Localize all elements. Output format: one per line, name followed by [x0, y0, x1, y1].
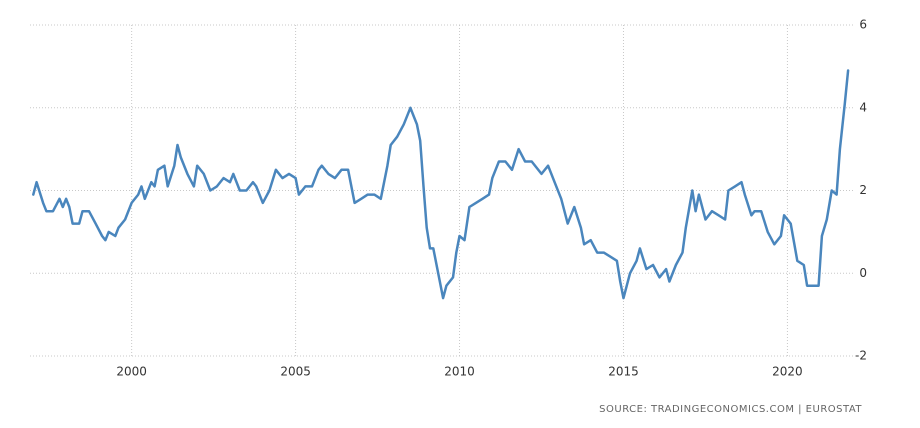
- x-tick-label: 2020: [772, 365, 803, 379]
- y-tick-label: 0: [859, 266, 867, 280]
- y-tick-label: -2: [855, 349, 867, 363]
- data-line: [32, 69, 850, 300]
- source-note: SOURCE: TRADINGECONOMICS.COM | EUROSTAT: [599, 404, 862, 415]
- y-tick-label: 2: [859, 183, 867, 197]
- x-tick-label: 2000: [116, 365, 147, 379]
- x-tick-label: 2010: [444, 365, 475, 379]
- y-tick-label: 6: [859, 18, 867, 32]
- x-tick-label: 2005: [280, 365, 311, 379]
- x-tick-label: 2015: [608, 365, 639, 379]
- y-tick-label: 4: [859, 100, 867, 114]
